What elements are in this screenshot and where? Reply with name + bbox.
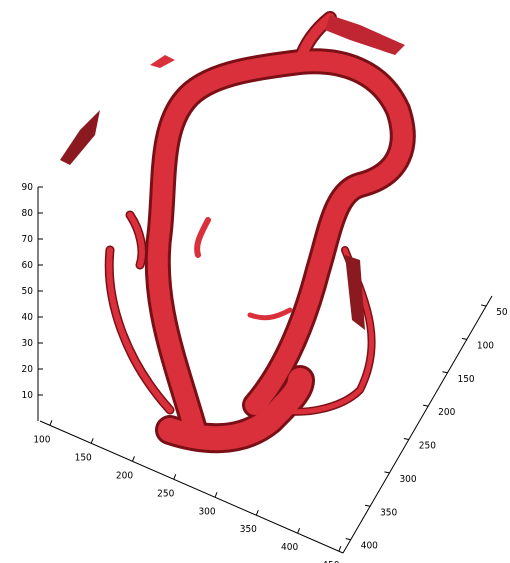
y-tick-label: 200 (438, 407, 455, 418)
z-tick-label: 60 (22, 260, 34, 271)
y-tick (404, 439, 409, 440)
y-tick-label: 350 (380, 507, 397, 518)
x-tick-label: 400 (281, 542, 298, 553)
z-tick-label: 70 (22, 234, 34, 245)
z-tick-label: 90 (22, 182, 34, 193)
x-tick (91, 438, 93, 443)
surface-fragment (150, 55, 175, 68)
x-tick-label: 300 (198, 506, 215, 517)
x-tick (174, 474, 176, 479)
y-tick-label: 50 (496, 307, 508, 318)
y-tick (384, 472, 389, 473)
x-tick-label: 100 (33, 434, 50, 445)
z-tick-label: 10 (22, 390, 34, 401)
chart: 10 20 30 40 50 60 70 80 90 100 150 200 250 300 350 400 4… (0, 0, 510, 563)
z-tick-label: 50 (22, 286, 34, 297)
y-tick (481, 305, 486, 306)
surface-fragment (345, 255, 365, 330)
y-tick-label: 400 (361, 541, 378, 552)
x-tick (339, 546, 341, 551)
y-tick (346, 539, 351, 540)
y-tick-label: 150 (457, 374, 474, 385)
isosurface (60, 15, 405, 438)
x-tick (215, 492, 217, 497)
z-tick-label: 80 (22, 208, 34, 219)
y-tick-label: 250 (419, 441, 436, 452)
z-tick-label: 30 (22, 338, 34, 349)
surface-fragment (60, 110, 100, 165)
x-tick-label: 150 (75, 452, 92, 463)
x-tick-label: 200 (116, 470, 133, 481)
y-tick (442, 372, 447, 373)
x-tick (256, 510, 258, 515)
y-tick (365, 505, 370, 506)
y-tick (462, 338, 467, 339)
z-tick-label: 40 (22, 312, 34, 323)
y-axis (343, 296, 492, 553)
y-tick-label: 100 (477, 340, 494, 351)
x-tick (132, 456, 134, 461)
x-tick (298, 528, 300, 533)
x-tick-label: 250 (157, 488, 174, 499)
x-tick-label: 350 (240, 524, 257, 535)
z-tick-label: 20 (22, 364, 34, 375)
surface-fragment (325, 15, 405, 55)
y-tick (423, 405, 428, 406)
x-tick (50, 420, 52, 425)
y-tick-label: 300 (399, 474, 416, 485)
